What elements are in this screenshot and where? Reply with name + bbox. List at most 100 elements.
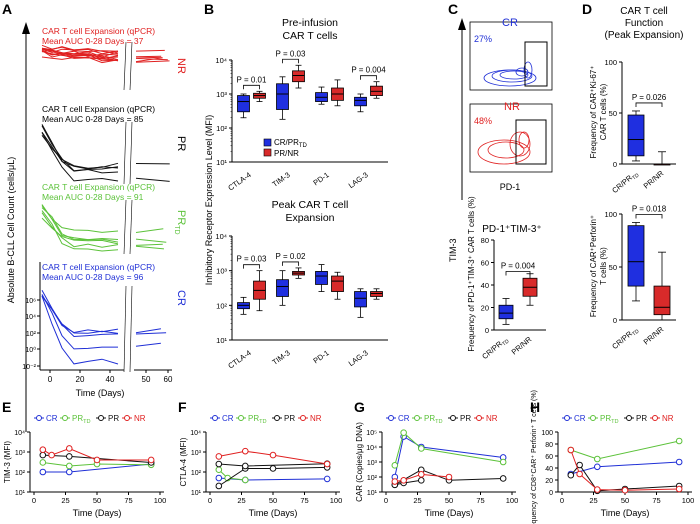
trajectory-line xyxy=(41,48,119,55)
data-point-nr xyxy=(621,486,629,494)
series-line-pr xyxy=(218,466,328,487)
y-tick-label: 10¹ xyxy=(216,158,227,167)
panel-d-bottom-ylabel-2: T cells (%) xyxy=(599,247,608,285)
x-axis-label: Time (Days) xyxy=(425,508,474,518)
data-point-nr xyxy=(567,446,575,454)
data-point-cr xyxy=(39,468,47,476)
data-point-pr xyxy=(65,453,73,460)
x-tick-label: 0 xyxy=(560,496,564,505)
axis-break xyxy=(123,121,127,185)
box-red xyxy=(331,275,344,292)
axis-break xyxy=(129,41,133,91)
legend-text-cr: CR xyxy=(398,414,410,423)
box-blue xyxy=(354,96,367,107)
legend-text-cr: CR xyxy=(46,414,58,423)
panel-d-title-3: (Peak Expansion) xyxy=(605,30,684,41)
legend-text-prtd: PRTD xyxy=(248,414,267,425)
series-line-nr xyxy=(394,473,450,482)
x-tick-label: 50 xyxy=(269,496,277,505)
y-tick-label: 10¹ xyxy=(191,490,202,497)
data-point-nr xyxy=(48,451,55,459)
y-tick-label: 10⁴ xyxy=(366,445,377,452)
series-line-pr xyxy=(394,469,504,486)
trajectory-tail xyxy=(135,245,165,250)
trajectory-line xyxy=(41,210,119,252)
series-line-prtd xyxy=(570,440,680,460)
axis-break xyxy=(123,199,127,255)
y-tick-label: 10⁴ xyxy=(14,430,25,437)
pr-group-label: PR xyxy=(175,136,187,151)
panel-b-ylabel: Inhibitory Receptor Expression Level (MF… xyxy=(204,115,214,286)
x-tick-label: 25 xyxy=(589,496,597,505)
data-point-pr xyxy=(215,482,223,490)
legend-marker-nr xyxy=(476,415,482,421)
significance-bracket xyxy=(282,58,299,64)
data-point-nr xyxy=(417,471,425,478)
data-point-nr xyxy=(675,485,683,493)
legend-text-prtd: PRTD xyxy=(424,414,443,425)
y-tick-label: 10⁴ xyxy=(25,314,36,321)
y-tick-label: 80 xyxy=(481,236,489,245)
y-axis-label: Frequency of CD8⁺CAR⁺ Perforin⁺ T cells … xyxy=(531,390,538,524)
panel-label-e: E xyxy=(2,399,11,415)
category-label: CTLA-4 xyxy=(226,170,252,192)
category-label: PD-1 xyxy=(311,170,330,187)
data-point-prtd xyxy=(215,466,223,474)
y-tick-label: 10⁴ xyxy=(190,430,201,437)
x-tick-label: 100 xyxy=(682,496,695,505)
panel-c-chart: 0 20 40 60 80 CR/PRTD PR/NR P = 0.004 xyxy=(480,236,546,361)
trajectory-line xyxy=(41,132,119,182)
y-tick-label: 10⁵ xyxy=(366,430,377,437)
y-tick-label: 0 xyxy=(485,326,489,335)
panel-a-xticks: 0 20 40 50 60 xyxy=(48,370,173,384)
trajectory-tail xyxy=(135,243,163,246)
category-label: PR/NR xyxy=(510,334,534,356)
x-axis-label: Time (Days) xyxy=(601,508,650,518)
legend-marker-prtd xyxy=(590,415,596,421)
data-point-nr xyxy=(445,473,453,481)
x-tick-label: 50 xyxy=(142,375,151,384)
significance-bracket xyxy=(243,264,260,269)
panel-a-yticks: 10⁶ 10⁴ 10² 10⁰ 10⁻² xyxy=(22,298,40,371)
data-point-prtd xyxy=(39,459,47,466)
nr-expansion-label: CAR T cell Expansion (qPCR) xyxy=(42,26,155,36)
p-value: P = 0.03 xyxy=(276,49,306,58)
trajectory-line xyxy=(41,295,119,334)
legend-marker-pr xyxy=(274,415,280,421)
flow-y-axis-label: TIM-3 xyxy=(448,239,458,263)
y-tick-label: 10⁶ xyxy=(25,298,36,305)
chart-title: CAR T cells xyxy=(282,30,337,42)
y-tick-label: 10⁴ xyxy=(215,232,227,241)
trajectory-tail xyxy=(135,56,163,59)
legend-text-pr: PR xyxy=(108,414,119,423)
cr-flow-label: CR xyxy=(502,17,518,29)
legend-marker-nr xyxy=(652,415,658,421)
x-tick-label: 75 xyxy=(652,496,660,505)
trajectory-line xyxy=(41,212,119,248)
p-value: P = 0.004 xyxy=(351,66,386,75)
data-point-nr xyxy=(400,477,407,484)
trajectory-tail xyxy=(135,328,162,334)
legend-marker-prtd xyxy=(414,415,420,421)
p-value: P = 0.02 xyxy=(276,252,306,261)
legend-marker-nr xyxy=(300,415,306,421)
series-line-prtd xyxy=(42,462,152,467)
data-point-prtd xyxy=(400,429,407,436)
y-axis-label: CTLA-4 (MFI) xyxy=(179,437,188,486)
data-point-nr xyxy=(39,446,47,454)
panel-label-f: F xyxy=(178,399,187,415)
x-axis-label: Time (Days) xyxy=(73,508,122,518)
x-tick-label: 50 xyxy=(445,496,453,505)
trajectory-tail xyxy=(135,228,164,233)
y-tick-label: 50 xyxy=(609,109,617,118)
pr-auc-label: Mean AUC 0-28 Days = 85 xyxy=(42,114,144,124)
y-tick-label: 10² xyxy=(216,124,227,133)
data-point-prtd xyxy=(417,445,425,452)
category-label: TIM-3 xyxy=(270,170,291,189)
p-value: P = 0.004 xyxy=(501,262,536,271)
legend-text-nr: NR xyxy=(310,414,322,423)
x-tick-label: 25 xyxy=(61,496,69,505)
panel-d-top-ylabel-1: Frequency of CAR⁺Ki-67⁺ xyxy=(589,66,598,159)
